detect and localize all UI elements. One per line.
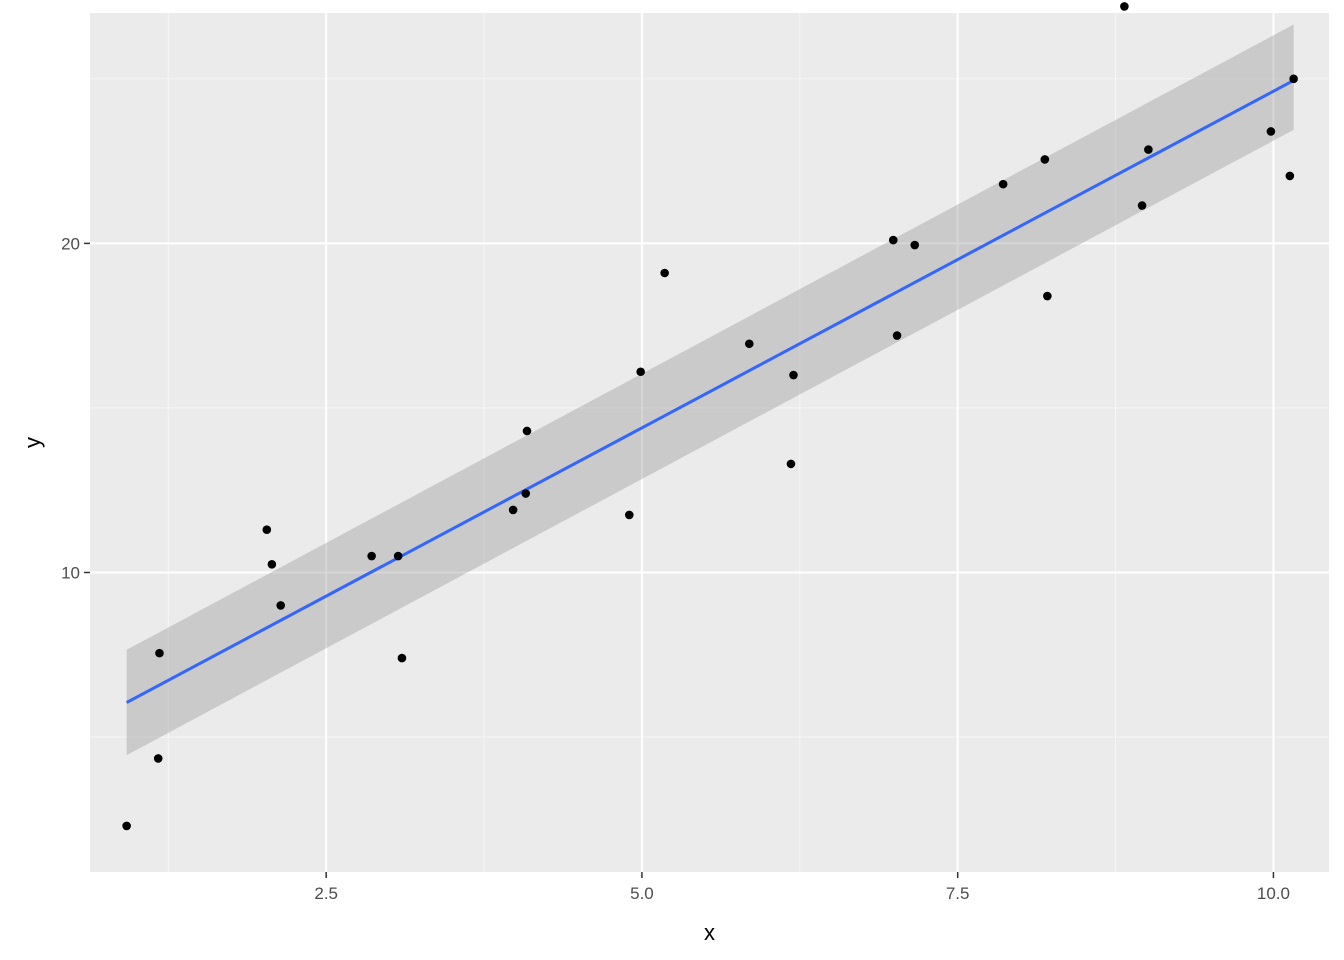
major-grid <box>90 13 1329 872</box>
x-tick-label: 2.5 <box>314 884 338 903</box>
data-point <box>636 367 645 377</box>
data-point <box>367 551 376 561</box>
data-point <box>624 510 634 520</box>
data-points <box>122 2 1298 831</box>
data-point <box>267 559 277 569</box>
data-point <box>153 754 163 763</box>
data-point <box>262 525 272 535</box>
data-point <box>786 459 796 469</box>
minor-grid <box>90 13 1329 872</box>
data-point <box>1043 291 1052 301</box>
data-point <box>888 235 898 245</box>
data-point <box>1137 201 1147 210</box>
x-tick-label: 10.0 <box>1257 884 1290 903</box>
plot-panel <box>90 13 1329 872</box>
data-point <box>1040 155 1050 164</box>
x-tick-label: 5.0 <box>630 884 654 903</box>
data-point <box>892 331 902 340</box>
x-tick-label: 7.5 <box>946 884 970 903</box>
x-axis-title: x <box>704 920 715 945</box>
data-point <box>789 370 798 380</box>
y-axis: 10 20 <box>61 234 90 583</box>
y-axis-title: y <box>20 437 45 448</box>
data-point <box>910 240 920 250</box>
data-point <box>1285 171 1295 181</box>
regression-line <box>125 79 1295 704</box>
x-axis: 2.5 5.0 7.5 10.0 <box>314 872 1290 903</box>
data-point <box>1289 74 1298 84</box>
data-point <box>522 426 532 436</box>
data-point <box>1120 2 1129 11</box>
data-point <box>998 179 1008 189</box>
y-tick-label: 20 <box>61 234 80 253</box>
data-point <box>397 653 407 663</box>
data-point <box>744 339 754 349</box>
data-point <box>1266 127 1276 136</box>
data-point <box>660 268 669 278</box>
data-point <box>276 601 286 610</box>
data-point <box>122 821 131 831</box>
data-point <box>1144 145 1153 154</box>
data-point <box>393 551 403 561</box>
data-point <box>508 505 518 515</box>
data-point <box>521 489 531 498</box>
data-point <box>155 648 164 658</box>
y-tick-label: 10 <box>61 564 80 583</box>
